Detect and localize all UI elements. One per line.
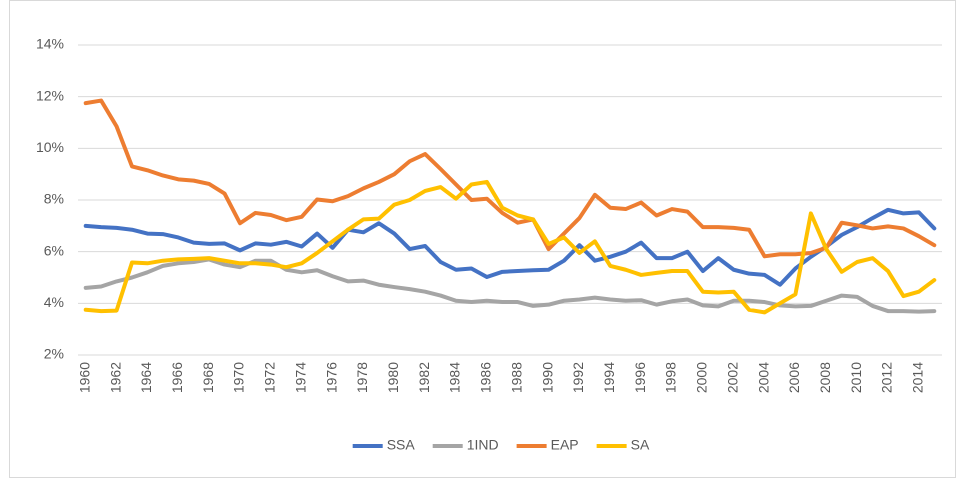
y-tick-label: 6% (44, 242, 64, 258)
series-line (83, 207, 937, 287)
x-tick-label: 1990 (539, 362, 555, 393)
x-tick-label: 2010 (848, 362, 864, 393)
x-tick-label: 1966 (169, 362, 185, 393)
series-line (83, 257, 937, 314)
y-tick-label: 8% (44, 191, 64, 207)
y-tick-label: 4% (44, 294, 64, 310)
x-tick-label: 1986 (478, 362, 494, 393)
x-tick-label: 1976 (323, 362, 339, 393)
y-tick-label: 14% (36, 36, 64, 52)
x-tick-label: 1960 (76, 362, 92, 393)
x-tick-label: 1964 (138, 362, 154, 393)
x-tick-label: 1980 (385, 362, 401, 393)
y-tick-label: 2% (44, 346, 64, 362)
x-tick-label: 2014 (910, 362, 926, 393)
x-tick-label: 1974 (292, 362, 308, 393)
x-tick-label: 1978 (354, 362, 370, 393)
legend-label: 1IND (467, 437, 499, 453)
x-tick-label: 1992 (570, 362, 586, 393)
x-tick-label: 1998 (663, 362, 679, 393)
x-tick-label: 1970 (231, 362, 247, 393)
x-tick-label: 2002 (724, 362, 740, 393)
x-tick-label: 1968 (200, 362, 216, 393)
x-tick-label: 1972 (262, 362, 278, 393)
x-tick-label: 1962 (107, 362, 123, 393)
x-tick-label: 1988 (508, 362, 524, 393)
y-tick-label: 12% (36, 87, 64, 103)
x-tick-label: 2006 (786, 362, 802, 393)
x-tick-label: 2012 (879, 362, 895, 393)
x-tick-label: 2000 (694, 362, 710, 393)
legend-label: SA (631, 437, 650, 453)
x-tick-label: 2004 (755, 362, 771, 393)
series-line (83, 179, 937, 315)
legend-label: EAP (551, 437, 579, 453)
x-tick-label: 1996 (632, 362, 648, 393)
series-line (83, 98, 937, 259)
legend-label: SSA (387, 437, 416, 453)
x-tick-label: 2008 (817, 362, 833, 393)
chart-border (9, 0, 956, 478)
x-tick-label: 1994 (601, 362, 617, 393)
x-tick-label: 1982 (416, 362, 432, 393)
x-tick-label: 1984 (447, 362, 463, 393)
y-tick-label: 10% (36, 139, 64, 155)
